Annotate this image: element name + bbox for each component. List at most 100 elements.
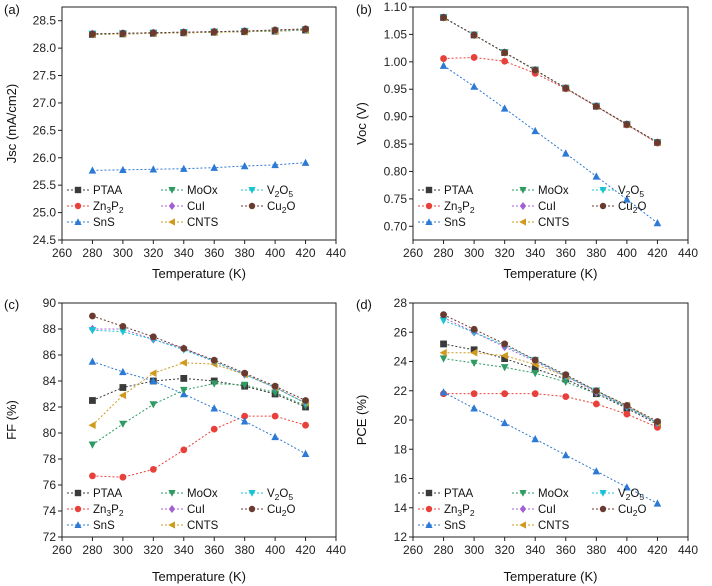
- legend-label: V2O5: [618, 185, 644, 199]
- series-line: [92, 28, 306, 35]
- series-sns: [88, 357, 310, 457]
- data-point: [439, 317, 448, 325]
- legend-label-subscript: 2: [119, 205, 124, 215]
- legend-marker: [519, 202, 527, 210]
- y-tick-label: 0.75: [384, 192, 408, 206]
- legend-label-text: O: [286, 504, 295, 516]
- data-point: [119, 473, 127, 481]
- data-point: [470, 82, 478, 90]
- chart-panel-4: 260 280 300 320 340 360 380 400 420 440 12 14 16 18 20…: [354, 296, 698, 584]
- legend-item-moox: MoOx: [512, 488, 569, 500]
- y-tick-label: 78: [43, 452, 57, 466]
- y-tick-label: 72: [43, 530, 57, 544]
- legend-label-text: PTAA: [444, 185, 474, 197]
- legend-item-cui: CuI: [161, 201, 205, 213]
- x-axis-label: Temperature (K): [504, 266, 598, 281]
- data-point: [179, 164, 188, 172]
- x-tick-label: 260: [52, 543, 72, 557]
- series-sns: [439, 388, 662, 507]
- data-point: [470, 348, 478, 357]
- legend-label: Zn3P2: [93, 201, 124, 215]
- data-point: [470, 404, 478, 412]
- series-cu2o: [89, 312, 309, 404]
- legend-label: MoOx: [187, 488, 218, 500]
- legend-item-cu2o: Cu2O: [592, 201, 646, 215]
- x-tick-label: 260: [403, 543, 423, 557]
- legend-label: V2O5: [267, 488, 293, 502]
- data-point: [180, 345, 188, 352]
- legend-item-cu2o: Cu2O: [241, 201, 295, 215]
- y-tick-label: 25.5: [33, 178, 57, 192]
- x-tick-label: 320: [495, 543, 515, 557]
- x-axis-label: Temperature (K): [504, 569, 598, 584]
- data-point: [180, 375, 188, 382]
- legend-label-text: CuI: [538, 504, 556, 516]
- legend-label-text: V: [267, 185, 275, 197]
- y-tick-label: 88: [43, 322, 57, 336]
- x-tick-label: 340: [174, 543, 194, 557]
- data-point: [470, 54, 478, 61]
- x-tick-label: 400: [265, 543, 285, 557]
- legend-marker: [168, 490, 176, 497]
- data-point: [210, 356, 218, 364]
- data-point: [149, 369, 157, 377]
- legend-label-text: MoOx: [538, 488, 569, 500]
- legend-label-subscript: 3: [106, 508, 111, 518]
- legend-label-text: SnS: [444, 520, 466, 532]
- x-tick-label: 400: [617, 246, 637, 260]
- legend-label-text: Cu: [267, 504, 282, 516]
- x-tick-label: 260: [52, 246, 72, 260]
- data-point: [592, 172, 601, 180]
- legend-label: CuI: [187, 504, 205, 516]
- data-point: [149, 165, 158, 173]
- legend-item-zn3p2: Zn3P2: [418, 504, 475, 518]
- data-point: [623, 410, 631, 418]
- legend-label-text: O: [630, 185, 639, 197]
- legend-item-zn3p2: Zn3P2: [67, 504, 124, 518]
- legend-marker: [425, 218, 433, 225]
- data-point: [470, 325, 478, 333]
- y-axis-label: PCE (%): [354, 395, 369, 446]
- legend-label-subscript: 5: [639, 189, 644, 199]
- legend-label-text: O: [637, 504, 646, 516]
- data-point: [561, 451, 570, 459]
- legend-item-cu2o: Cu2O: [241, 504, 295, 518]
- y-tick-label: 0.70: [384, 219, 408, 233]
- legend-label-text: V: [618, 185, 626, 197]
- legend-marker: [74, 521, 82, 528]
- legend-label-subscript: 5: [288, 492, 293, 502]
- data-point: [592, 102, 600, 110]
- y-tick-label: 28.0: [33, 41, 57, 55]
- series-cu2o: [440, 311, 661, 425]
- data-point: [439, 348, 447, 357]
- legend-label: CNTS: [187, 217, 219, 229]
- legend-label-text: SnS: [93, 217, 115, 229]
- legend-label: MoOx: [538, 185, 569, 197]
- legend-item-cnts: CNTS: [161, 217, 219, 229]
- data-point: [500, 418, 509, 427]
- data-point: [210, 404, 219, 412]
- series-cu2o: [440, 14, 661, 146]
- series-sns: [439, 61, 662, 227]
- data-point: [623, 195, 631, 203]
- legend-marker: [248, 202, 256, 210]
- legend-item-ptaa: PTAA: [67, 185, 123, 197]
- y-tick-label: 0.90: [384, 110, 408, 124]
- data-point: [501, 57, 509, 65]
- data-point: [179, 386, 188, 395]
- legend-marker: [425, 186, 433, 194]
- data-point: [179, 359, 187, 367]
- legend-marker: [248, 187, 256, 194]
- data-point: [210, 163, 219, 171]
- legend-marker: [519, 521, 526, 529]
- data-point: [88, 166, 97, 174]
- legend-label-text: MoOx: [538, 185, 569, 197]
- legend-item-moox: MoOx: [161, 488, 218, 500]
- legend-label: Zn3P2: [444, 201, 475, 215]
- legend-label-text: O: [637, 201, 646, 213]
- legend-label-text: V: [618, 488, 626, 500]
- data-point: [301, 449, 310, 457]
- legend-marker: [599, 202, 607, 210]
